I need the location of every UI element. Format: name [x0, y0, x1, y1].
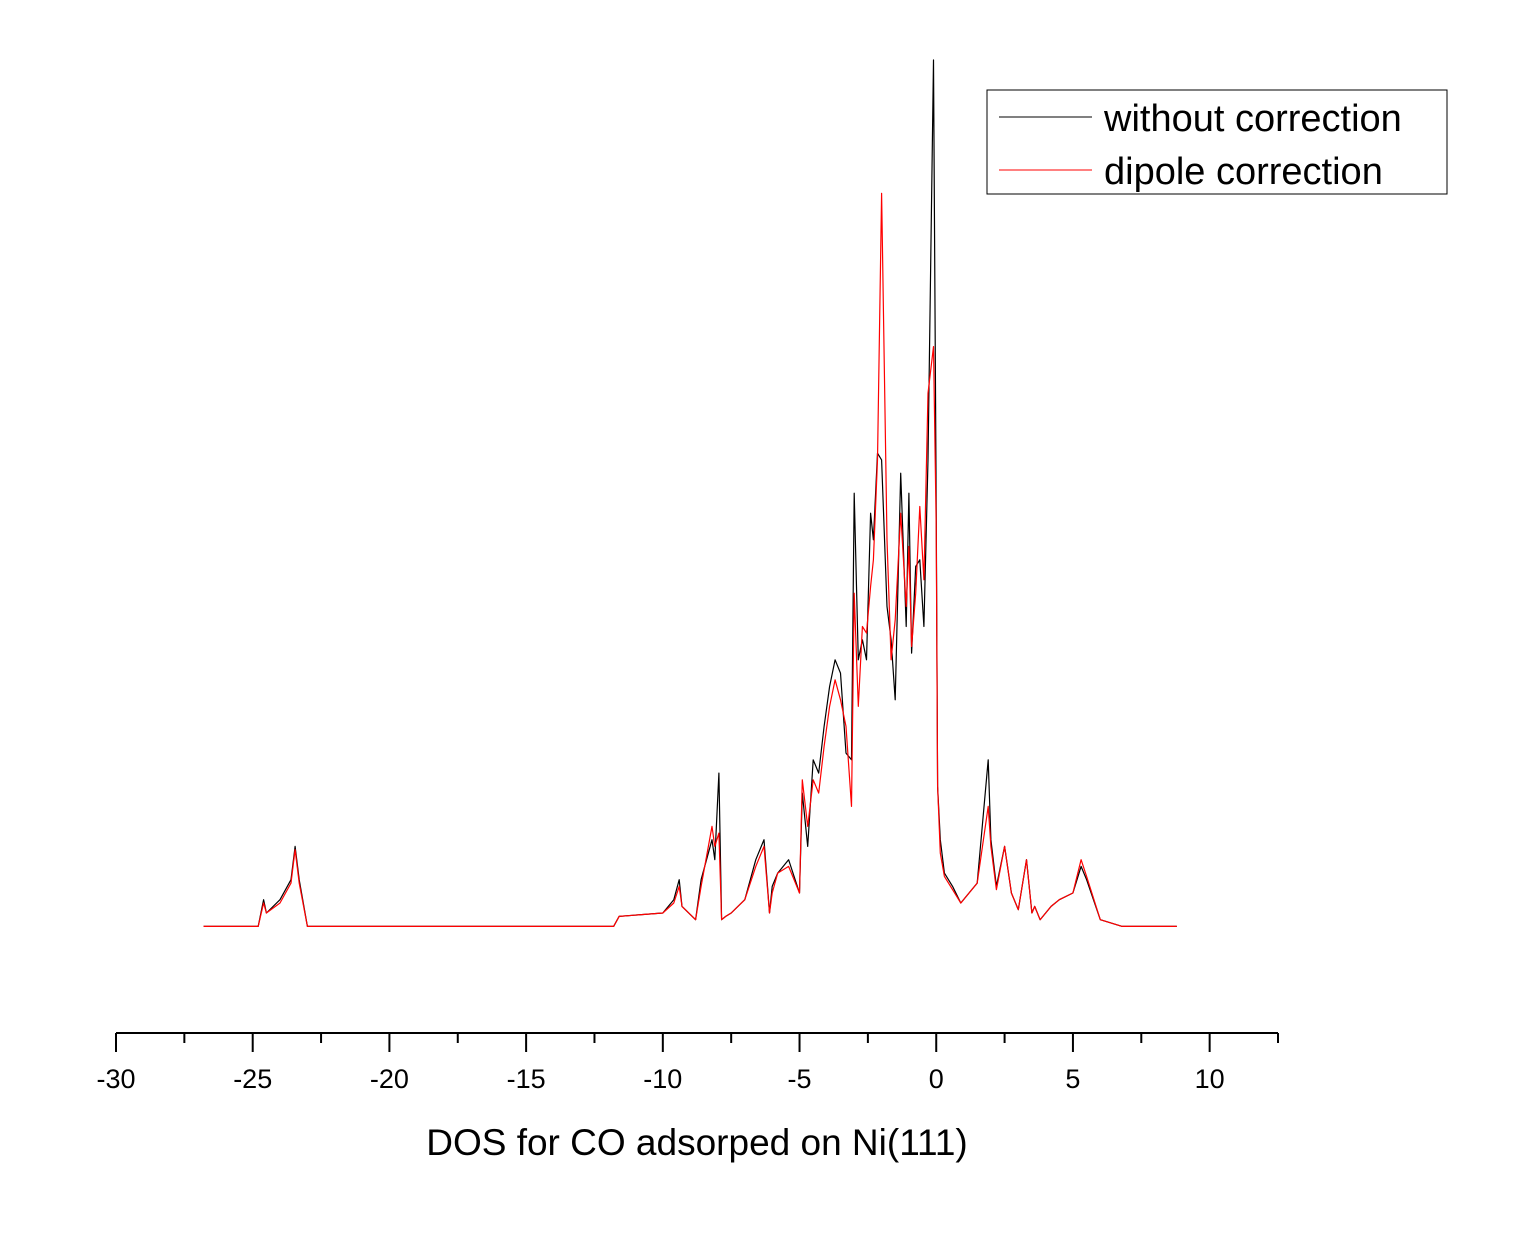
x-tick-label: -25: [233, 1064, 272, 1094]
legend-frame: [986, 89, 1448, 195]
legend-label-without-correction: without correction: [1103, 98, 1402, 140]
x-tick-label: -5: [788, 1064, 812, 1094]
x-axis-label: DOS for CO adsorped on Ni(111): [426, 1122, 968, 1163]
x-tick-label: 5: [1065, 1064, 1080, 1094]
x-tick-label: 0: [929, 1064, 944, 1094]
legend-label-dipole-correction: dipole correction: [1104, 151, 1383, 193]
x-axis: -30 -25 -20 -15 -10 -5 0 5 10: [96, 1032, 1279, 1094]
x-tick-label: -20: [370, 1064, 409, 1094]
series-layer: [203, 59, 1177, 928]
x-tick-label: -15: [507, 1064, 546, 1094]
series-line-dipole-correction: [203, 192, 1177, 928]
legend: without correction dipole correction: [986, 89, 1448, 195]
x-tick-label: -10: [643, 1064, 682, 1094]
x-tick-label: 10: [1195, 1064, 1225, 1094]
x-tick-label: -30: [96, 1064, 135, 1094]
